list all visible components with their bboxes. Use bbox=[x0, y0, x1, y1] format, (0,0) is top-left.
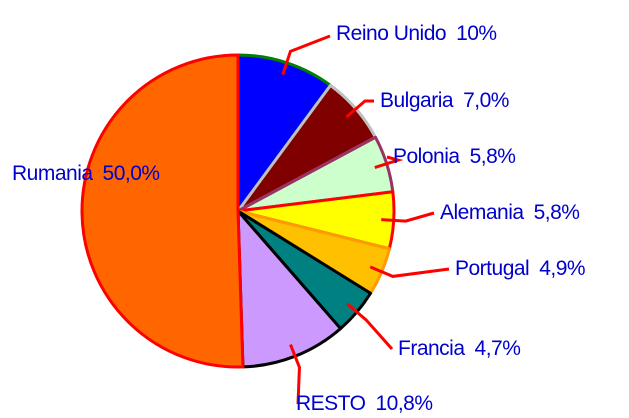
slice-label: Francia 4,7% bbox=[398, 337, 520, 360]
leader-line bbox=[374, 155, 404, 169]
category-name: Portugal bbox=[455, 257, 529, 280]
category-name: Francia bbox=[398, 337, 465, 360]
pie-slice bbox=[80, 53, 245, 369]
category-name: Alemania bbox=[440, 201, 524, 224]
category-name: Rumania bbox=[12, 162, 93, 185]
value-label: 50,0% bbox=[103, 162, 160, 185]
leader-line bbox=[345, 99, 375, 119]
value-label: 7,0% bbox=[463, 89, 509, 112]
category-name: Bulgaria bbox=[380, 89, 454, 112]
value-label: 4,7% bbox=[475, 337, 521, 360]
slice-label: Alemania 5,8% bbox=[440, 201, 579, 224]
leader-line bbox=[381, 211, 435, 223]
slice-label: RESTO 10,8% bbox=[296, 392, 433, 415]
slice-label: Bulgaria 7,0% bbox=[380, 89, 509, 112]
slice-label: Polonia 5,8% bbox=[393, 145, 515, 168]
slice-label: Rumania 50,0% bbox=[12, 162, 160, 185]
value-label: 5,8% bbox=[470, 145, 516, 168]
value-label: 10% bbox=[456, 22, 497, 45]
category-name: Polonia bbox=[393, 145, 460, 168]
category-name: Reino Unido bbox=[336, 22, 446, 45]
leader-line bbox=[289, 344, 301, 405]
leader-line bbox=[369, 265, 450, 278]
value-label: 10,8% bbox=[375, 392, 432, 415]
category-name: RESTO bbox=[296, 392, 366, 415]
leader-line bbox=[346, 302, 394, 350]
value-label: 5,8% bbox=[534, 201, 580, 224]
slice-label: Reino Unido 10% bbox=[336, 22, 497, 45]
value-label: 4,9% bbox=[539, 257, 585, 280]
leader-line bbox=[281, 34, 331, 76]
slice-label: Portugal 4,9% bbox=[455, 257, 585, 280]
